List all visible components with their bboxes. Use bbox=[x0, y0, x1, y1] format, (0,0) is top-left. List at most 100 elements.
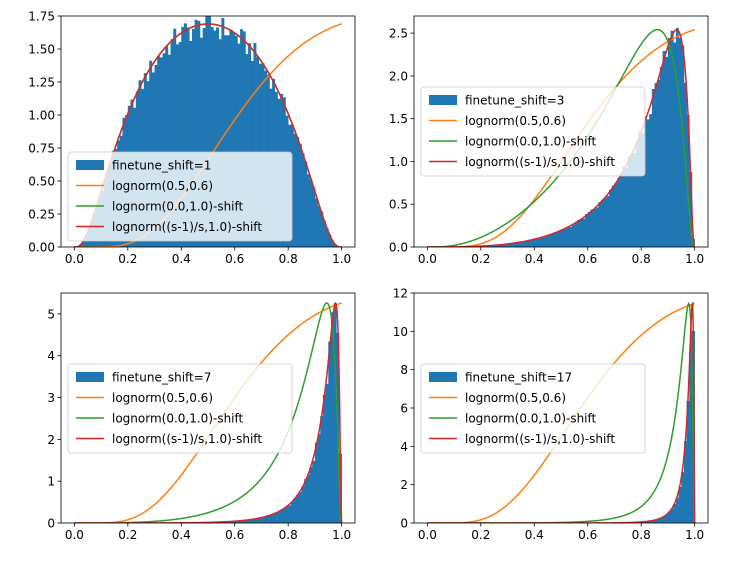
hist-bar bbox=[678, 37, 682, 247]
hist-bar bbox=[234, 521, 238, 523]
x-tick-label: 1.0 bbox=[685, 252, 704, 266]
hist-bar bbox=[301, 153, 305, 247]
x-tick-label: 0.4 bbox=[525, 252, 544, 266]
hist-bar bbox=[240, 29, 244, 247]
legend-entry-lognorm-a-label: lognorm(0.5,0.6) bbox=[112, 179, 213, 193]
legend-frame bbox=[67, 363, 293, 454]
x-tick-label: 0.6 bbox=[578, 252, 597, 266]
hist-bar bbox=[643, 116, 647, 247]
hist-bar bbox=[199, 37, 203, 247]
x-tick-label: 0.2 bbox=[118, 252, 137, 266]
hist-bar bbox=[258, 517, 262, 523]
hist-bar bbox=[330, 312, 334, 523]
legend-entry-lognorm-c-label: lognorm((s-1)/s,1.0)-shift bbox=[112, 220, 262, 234]
hist-bar bbox=[689, 345, 693, 523]
x-tick-label: 0.0 bbox=[418, 252, 437, 266]
x-tick-label: 0.0 bbox=[65, 528, 84, 542]
y-tick-label: 1.0 bbox=[389, 155, 408, 169]
hist-bar bbox=[317, 434, 321, 523]
hist-bar bbox=[248, 519, 252, 523]
hist-bar bbox=[285, 506, 289, 523]
subplot-3: 0.0 0.2 0.4 0.6 0.8 1.0 0 1 2 3 4 5 finetune_shift=7… bbox=[47, 292, 356, 542]
hist-bar bbox=[304, 161, 308, 247]
hist-bar bbox=[202, 28, 206, 247]
hist-bar bbox=[617, 178, 621, 247]
legend-entry-hist-swatch bbox=[429, 95, 457, 105]
subplot-4: 0.0 0.2 0.4 0.6 0.8 1.0 0 2 4 6 8 10 12 finetune_shif… bbox=[393, 287, 709, 542]
hist-bar bbox=[638, 131, 642, 247]
hist-bar bbox=[280, 509, 284, 523]
y-tick-label: 0.5 bbox=[389, 198, 408, 212]
hist-bar bbox=[534, 239, 538, 247]
hist-bar bbox=[683, 441, 687, 523]
hist-bar bbox=[488, 245, 492, 247]
hist-bar bbox=[79, 244, 83, 247]
series-line-lognorm-c bbox=[427, 28, 696, 247]
hist-bar bbox=[189, 40, 193, 247]
hist-bar bbox=[502, 244, 506, 247]
hist-bar bbox=[627, 156, 631, 247]
hist-bar bbox=[293, 133, 297, 247]
y-tick-label: 1.50 bbox=[28, 43, 55, 57]
hist-bar bbox=[689, 172, 693, 247]
legend-entry-lognorm-b-label: lognorm(0.0,1.0)-shift bbox=[465, 412, 597, 426]
hist-bar bbox=[536, 238, 540, 247]
hist-bar bbox=[507, 243, 511, 247]
hist-bar bbox=[264, 516, 268, 523]
y-tick-label: 1.5 bbox=[389, 112, 408, 126]
hist-bar bbox=[175, 44, 179, 247]
y-tick-label: 0.50 bbox=[28, 175, 55, 189]
hist-bar bbox=[191, 28, 195, 247]
hist-bar bbox=[675, 27, 679, 247]
hist-bar bbox=[555, 231, 559, 247]
hist-bar bbox=[678, 486, 682, 523]
hist-bar bbox=[579, 219, 583, 247]
hist-bar bbox=[635, 141, 639, 247]
hist-bar bbox=[667, 511, 671, 523]
hist-bar bbox=[657, 518, 661, 523]
hist-bar bbox=[210, 26, 214, 247]
hist-bar bbox=[654, 519, 658, 523]
hist-bar bbox=[633, 152, 637, 247]
hist-bar bbox=[619, 172, 623, 247]
hist-bar bbox=[552, 232, 556, 247]
hist-bar bbox=[333, 303, 337, 523]
y-tick-label: 1.25 bbox=[28, 76, 55, 90]
hist-bar bbox=[646, 119, 650, 247]
hist-bar bbox=[667, 38, 671, 247]
x-tick-label: 0.8 bbox=[632, 252, 651, 266]
hist-bar bbox=[593, 208, 597, 247]
hist-bar bbox=[665, 514, 669, 523]
hist-bar bbox=[317, 205, 321, 247]
hist-bar bbox=[611, 185, 615, 247]
axes-frame bbox=[413, 15, 709, 248]
hist-bar bbox=[183, 23, 187, 247]
y-tick-label: 12 bbox=[393, 287, 408, 301]
y-tick-label: 1.75 bbox=[28, 10, 55, 24]
histogram bbox=[430, 27, 695, 247]
x-tick-label: 0.0 bbox=[65, 252, 84, 266]
hist-bar bbox=[673, 42, 677, 247]
hist-bar bbox=[328, 234, 332, 247]
y-tick-label: 3 bbox=[47, 391, 55, 405]
x-tick-label: 1.0 bbox=[685, 528, 704, 542]
y-tick-label: 5 bbox=[47, 307, 55, 321]
hist-bar bbox=[504, 243, 508, 247]
axes-frame bbox=[60, 292, 356, 524]
legend-entry-lognorm-c-label: lognorm((s-1)/s,1.0)-shift bbox=[465, 432, 615, 446]
legend-entry-hist-label: finetune_shift=17 bbox=[465, 371, 572, 385]
hist-bar bbox=[226, 35, 230, 247]
hist-bar bbox=[208, 16, 211, 247]
hist-bar bbox=[523, 241, 527, 247]
hist-bar bbox=[304, 478, 308, 523]
x-tick-label: 0.8 bbox=[279, 528, 298, 542]
hist-bar bbox=[603, 197, 607, 247]
hist-bar bbox=[670, 508, 674, 523]
hist-bar bbox=[590, 209, 594, 247]
hist-bar bbox=[320, 211, 324, 247]
hist-bar bbox=[649, 520, 653, 523]
legend: finetune_shift=1 lognorm(0.5,0.6) lognorm(… bbox=[67, 151, 293, 242]
y-tick-label: 4 bbox=[47, 349, 55, 363]
x-tick-label: 0.6 bbox=[225, 252, 244, 266]
hist-bar bbox=[643, 521, 647, 523]
